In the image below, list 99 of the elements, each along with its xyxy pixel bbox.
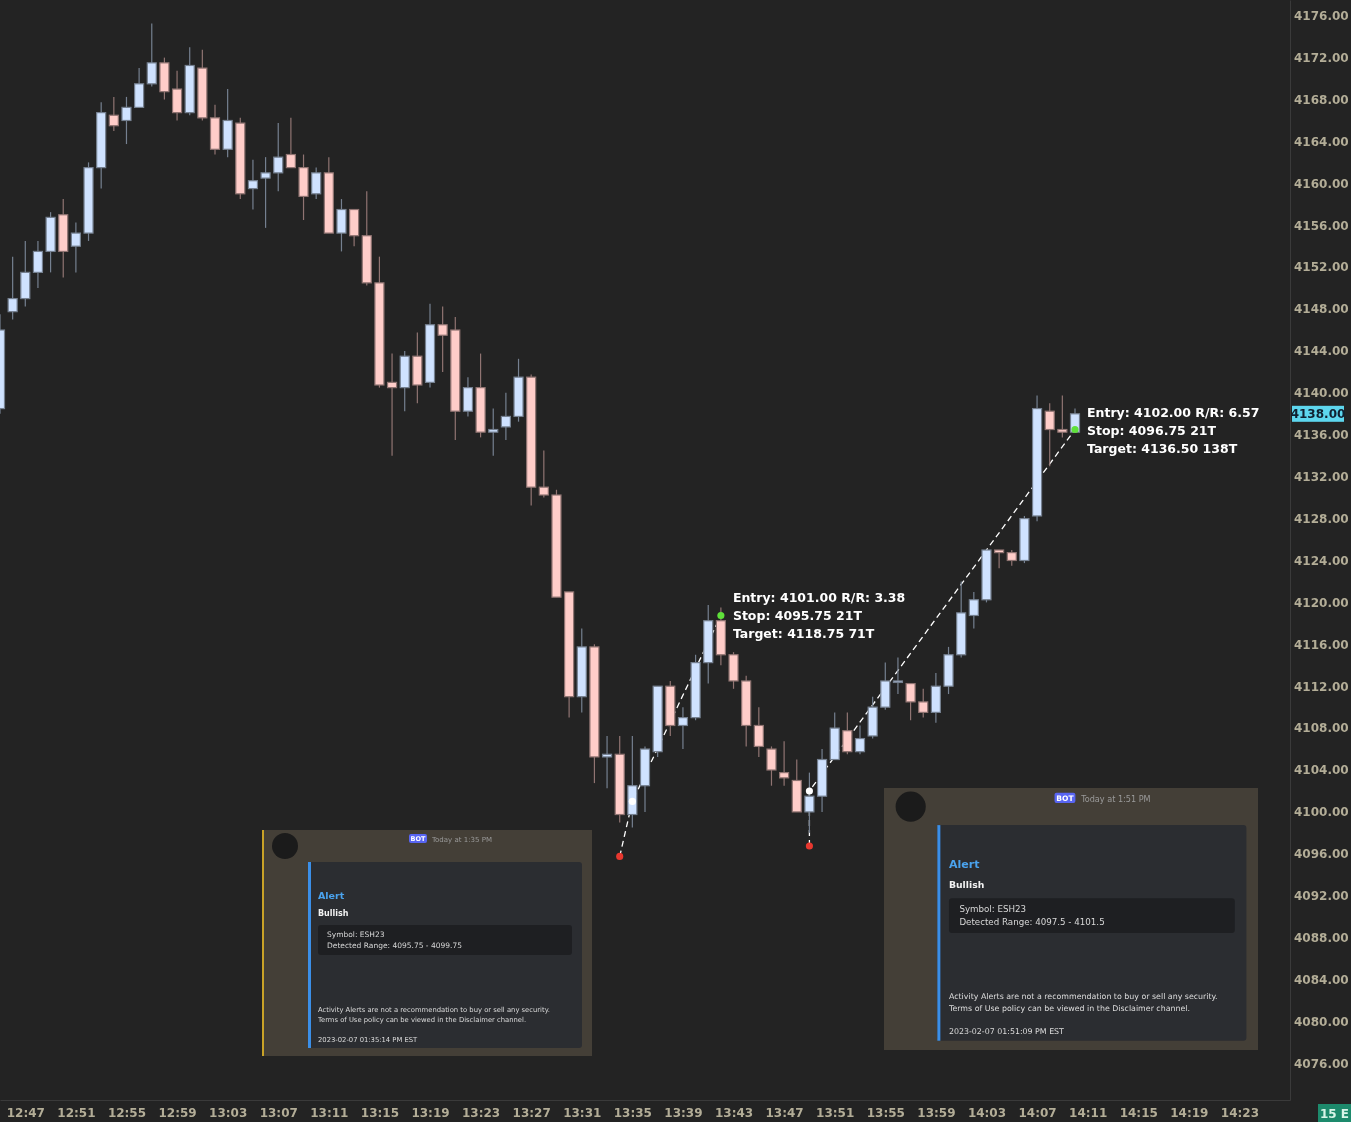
y-tick-label: 4144.00 xyxy=(1294,344,1349,359)
candlestick xyxy=(488,407,499,457)
x-tick-label: 13:51 xyxy=(816,1105,855,1120)
x-tick-label: 14:15 xyxy=(1119,1105,1158,1120)
x-tick-label: 13:19 xyxy=(411,1105,450,1120)
candlestick xyxy=(32,240,44,289)
x-tick-label: 13:43 xyxy=(714,1105,754,1120)
candlestick xyxy=(121,96,132,145)
y-tick-label: 4100.00 xyxy=(1294,805,1349,820)
candlestick xyxy=(171,70,183,122)
y-tick-label: 4136.00 xyxy=(1294,428,1349,443)
candlestick xyxy=(892,656,904,695)
x-tick-label: 13:59 xyxy=(917,1105,956,1120)
candlestick xyxy=(500,392,511,441)
y-tick-label: 4096.00 xyxy=(1294,847,1349,862)
x-tick-label: 13:03 xyxy=(209,1105,248,1120)
x-tick-label: 13:39 xyxy=(664,1105,703,1120)
y-tick-label: 4168.00 xyxy=(1294,92,1349,107)
x-tick-label: 12:51 xyxy=(57,1105,96,1120)
candlestick xyxy=(918,688,929,719)
annotation: Symbol: ESH23 xyxy=(959,904,1027,915)
candlestick xyxy=(146,22,157,88)
y-tick-label: 4124.00 xyxy=(1294,553,1349,568)
candlestick xyxy=(854,724,866,755)
annotation: Today at 1:51 PM xyxy=(1080,793,1151,804)
y-tick-label: 4112.00 xyxy=(1294,679,1349,694)
y-tick-label: 4108.00 xyxy=(1294,721,1349,736)
annotation: Bullish xyxy=(318,909,349,918)
y-tick-label: 4128.00 xyxy=(1294,511,1349,526)
candlestick xyxy=(273,122,284,192)
x-tick-label: 12:59 xyxy=(158,1105,197,1120)
candlestick xyxy=(311,167,322,200)
candlestick xyxy=(842,711,853,755)
x-tick-label: 13:35 xyxy=(613,1105,652,1120)
candlestick xyxy=(753,706,764,758)
candlestick xyxy=(968,591,979,630)
candlestick xyxy=(437,305,448,373)
candlestick xyxy=(905,682,916,721)
y-tick-label: 4084.00 xyxy=(1294,972,1349,987)
candlestick xyxy=(70,222,81,273)
candlestick xyxy=(538,449,549,499)
y-tick-label: 4092.00 xyxy=(1294,889,1349,904)
annotation: Stop: 4096.75 21T xyxy=(1087,422,1217,438)
annotation: Target: 4118.75 71T xyxy=(732,626,875,642)
y-tick-label: 4164.00 xyxy=(1294,134,1349,149)
candlestick xyxy=(247,159,259,211)
candlestick xyxy=(1057,394,1068,438)
y-tick-label: 4076.00 xyxy=(1294,1056,1349,1071)
annotation: Entry: 4101.00 R/R: 3.38 xyxy=(732,590,906,606)
x-tick-label: 13:11 xyxy=(310,1105,349,1120)
candlestick xyxy=(779,740,790,787)
candlestick xyxy=(994,549,1005,569)
candlestick xyxy=(336,198,347,253)
annotation: Bullish xyxy=(948,878,985,890)
annotation: Detected Range: 4097.5 - 4101.5 xyxy=(959,916,1105,927)
x-tick-label: 14:23 xyxy=(1220,1105,1260,1120)
y-tick-label: 4148.00 xyxy=(1294,302,1349,317)
candlestick xyxy=(677,706,689,750)
y-tick-label: 4172.00 xyxy=(1294,50,1349,65)
x-tick-label: 13:27 xyxy=(512,1105,551,1120)
y-tick-label: 4140.00 xyxy=(1294,386,1349,401)
x-tick-label: 13:23 xyxy=(461,1105,501,1120)
x-tick-label: 12:47 xyxy=(6,1105,45,1120)
candlestick xyxy=(1044,402,1055,467)
x-tick-label: 14:03 xyxy=(967,1105,1007,1120)
candlestick xyxy=(766,745,777,787)
y-tick-label: 4120.00 xyxy=(1294,595,1349,610)
candlestick xyxy=(462,376,474,418)
y-tick-label: 4160.00 xyxy=(1294,176,1349,191)
y-tick-label: 4156.00 xyxy=(1294,218,1349,233)
y-tick-label: 4152.00 xyxy=(1294,260,1349,275)
x-tick-label: 13:47 xyxy=(765,1105,804,1120)
y-tick-label: 4088.00 xyxy=(1294,930,1349,945)
annotation: Alert xyxy=(948,858,981,872)
candlestick xyxy=(285,117,296,169)
candlestick xyxy=(7,256,18,321)
annotation: Alert xyxy=(318,890,345,901)
x-tick-label: 14:07 xyxy=(1018,1105,1057,1120)
x-tick-label: 13:55 xyxy=(866,1105,905,1120)
y-tick-label: 4116.00 xyxy=(1294,637,1349,652)
candlestick xyxy=(108,96,119,132)
x-tick-label: 14:11 xyxy=(1069,1105,1108,1120)
x-tick-label: 13:07 xyxy=(259,1105,298,1120)
text: 15 E xyxy=(1319,1107,1350,1121)
y-tick-label: 4080.00 xyxy=(1294,1014,1349,1029)
candlestick xyxy=(386,352,398,457)
x-tick-label: 12:55 xyxy=(107,1105,147,1120)
candlestick xyxy=(601,735,613,789)
annotation: Stop: 4095.75 21T xyxy=(732,608,863,624)
y-tick-label: 4104.00 xyxy=(1294,763,1349,778)
candlestick xyxy=(134,67,145,108)
y-tick-label: 4176.00 xyxy=(1294,9,1349,24)
annotation: Target: 4136.50 138T xyxy=(1087,440,1238,456)
x-tick-label: 14:19 xyxy=(1170,1105,1209,1120)
y-tick-label: 4132.00 xyxy=(1294,470,1349,485)
candlestick xyxy=(260,156,271,229)
annotation: Entry: 4102.00 R/R: 6.57 xyxy=(1087,404,1260,420)
x-tick-label: 13:15 xyxy=(360,1105,400,1120)
x-tick-label: 13:31 xyxy=(563,1105,602,1120)
